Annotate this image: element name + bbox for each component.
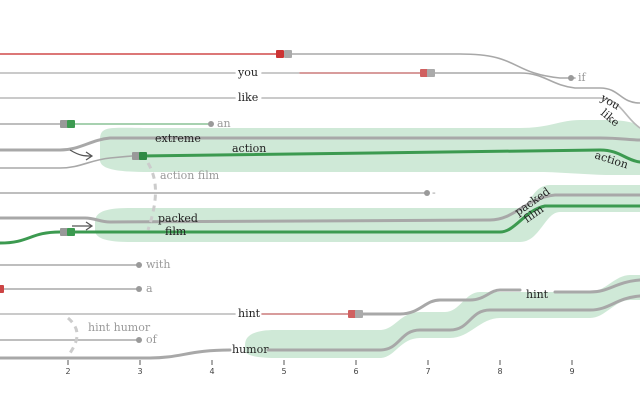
label-packed: packed bbox=[158, 212, 198, 225]
label-like: like bbox=[238, 91, 258, 104]
line-you-continuation bbox=[431, 72, 640, 104]
markers bbox=[0, 50, 435, 318]
line-packed bbox=[0, 193, 640, 224]
band-hint-humor bbox=[245, 275, 640, 358]
tick-label: 5 bbox=[281, 367, 286, 376]
dashed-connectors bbox=[66, 162, 157, 357]
tick-label: 8 bbox=[497, 367, 502, 376]
arrow-icon bbox=[69, 149, 94, 161]
label-humor: humor bbox=[232, 343, 269, 356]
marker-gray bbox=[284, 50, 292, 58]
label-action: action bbox=[232, 142, 266, 155]
line-action-green bbox=[138, 148, 640, 164]
dot bbox=[136, 286, 142, 292]
marker-red bbox=[0, 285, 4, 293]
label-you: you bbox=[237, 66, 258, 79]
line-top-continuation bbox=[289, 53, 576, 79]
arrows bbox=[69, 149, 94, 231]
marker-red bbox=[276, 50, 284, 58]
marker-gray bbox=[132, 152, 140, 160]
label-of: of bbox=[146, 333, 158, 346]
dashed-action-film bbox=[146, 162, 157, 231]
tick-label: 3 bbox=[137, 367, 142, 376]
marker-gray bbox=[427, 69, 435, 77]
arrow-icon bbox=[72, 221, 94, 231]
marker-green bbox=[67, 228, 75, 236]
endpoint-dots bbox=[136, 75, 574, 343]
marker-gray bbox=[60, 120, 68, 128]
dot bbox=[208, 121, 214, 127]
label-hint-humor: hint humor bbox=[88, 321, 151, 334]
highlight-bands bbox=[95, 120, 640, 358]
x-axis: 2 3 4 5 6 7 8 9 bbox=[65, 360, 575, 376]
band-packed-film bbox=[95, 185, 640, 242]
tick-label: 4 bbox=[209, 367, 214, 376]
label-film: film bbox=[165, 225, 187, 238]
tick-label: 9 bbox=[569, 367, 574, 376]
tick-label: 2 bbox=[65, 367, 70, 376]
label-an: an bbox=[217, 117, 231, 130]
tick-label: 6 bbox=[353, 367, 358, 376]
dashed-hint-humor bbox=[66, 316, 79, 357]
marker-green bbox=[139, 152, 147, 160]
label-extreme: extreme bbox=[155, 132, 201, 145]
label-a: a bbox=[146, 282, 153, 295]
marker-green bbox=[67, 120, 75, 128]
line-like bbox=[0, 97, 640, 129]
line-extreme bbox=[0, 136, 640, 152]
marker-red bbox=[420, 69, 428, 77]
marker-gray bbox=[355, 310, 363, 318]
dot bbox=[136, 262, 142, 268]
label-with: with bbox=[146, 258, 170, 271]
tick-label: 7 bbox=[425, 367, 430, 376]
label-right-hint: hint bbox=[526, 288, 549, 301]
dot bbox=[136, 337, 142, 343]
label-dash: - bbox=[432, 186, 436, 199]
label-hint: hint bbox=[238, 307, 261, 320]
line-film bbox=[0, 204, 640, 245]
marker-gray bbox=[60, 228, 68, 236]
flow-lines bbox=[0, 53, 640, 360]
dot bbox=[424, 190, 430, 196]
marker-red bbox=[348, 310, 356, 318]
dot bbox=[568, 75, 574, 81]
band-extreme-action bbox=[100, 120, 640, 175]
line-humor bbox=[0, 294, 640, 360]
label-action-film: action film bbox=[160, 169, 220, 182]
label-if: if bbox=[578, 71, 587, 84]
line-action-origin bbox=[0, 155, 133, 169]
line-hint-continuation bbox=[358, 278, 640, 316]
